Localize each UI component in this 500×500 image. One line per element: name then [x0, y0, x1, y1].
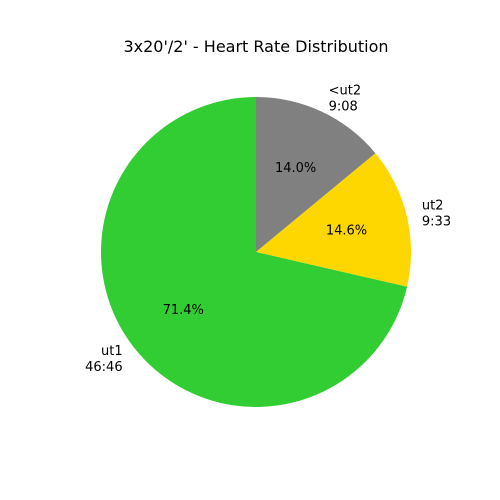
pie-slice-ut2: [256, 153, 411, 287]
slice-name: ut1: [101, 344, 123, 359]
pie-slice-ut2: [256, 97, 376, 252]
pie-labels: 14.0% <ut2 9:08 14.6% ut2 9:33 71.4% ut1 46:46: [85, 84, 451, 375]
pct-label-0: 14.0%: [275, 161, 316, 176]
slice-name: <ut2: [329, 84, 362, 99]
pie-slices: [100, 97, 411, 408]
slice-label-2: ut1 46:46: [85, 344, 122, 375]
slice-time: 9:33: [422, 215, 451, 230]
pie-slice-ut1: [100, 97, 408, 408]
pct-label-1: 14.6%: [326, 224, 367, 239]
pct-label-2: 71.4%: [163, 303, 204, 318]
slice-label-0: <ut2 9:08: [329, 84, 362, 115]
slice-label-1: ut2 9:33: [422, 199, 451, 230]
slice-time: 9:08: [329, 100, 358, 115]
slice-time: 46:46: [85, 360, 122, 375]
chart-title: 3x20'/2' - Heart Rate Distribution: [123, 37, 388, 56]
slice-name: ut2: [422, 199, 444, 214]
